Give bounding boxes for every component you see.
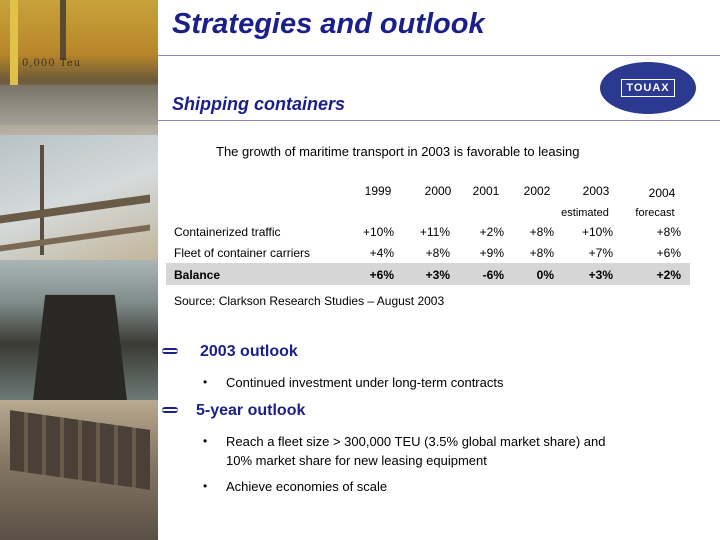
year-header: 2001 <box>472 184 500 198</box>
container-building-photo <box>0 135 158 260</box>
year-header: 2000 <box>424 184 452 198</box>
table-cell: +3% <box>588 268 613 282</box>
table-cell: +6% <box>656 246 681 260</box>
balance-row-band <box>166 263 690 285</box>
table-cell: +3% <box>425 268 450 282</box>
photo-caption: 0,000 Teu <box>22 58 82 69</box>
table-cell: +8% <box>656 225 681 239</box>
row-label-balance: Balance <box>174 268 221 282</box>
estimated-note: estimated <box>561 207 609 219</box>
table-cell: +9% <box>479 246 504 260</box>
river-barge-photo <box>0 260 158 402</box>
table-cell: +10% <box>581 225 613 239</box>
table-cell: +10% <box>362 225 394 239</box>
table-cell: +11% <box>419 225 450 239</box>
subtitle-divider <box>158 120 720 121</box>
logo-text: TOUAX <box>621 79 675 97</box>
title-divider <box>158 55 720 56</box>
table-cell: +2% <box>656 268 681 282</box>
source-note: Source: Clarkson Research Studies – Augu… <box>174 294 445 308</box>
table-cell: 0% <box>536 268 554 282</box>
container-port-photo: 0,000 Teu <box>0 0 158 135</box>
row-label-fleet: Fleet of container carriers <box>174 246 311 260</box>
bullet-point: Achieve economies of scale <box>226 479 388 494</box>
year-header: 1999 <box>364 184 392 198</box>
table-cell: -6% <box>482 268 504 282</box>
year-header: 2003 <box>582 184 610 198</box>
touax-logo: TOUAX <box>600 62 696 114</box>
table-cell: +7% <box>588 246 613 260</box>
photo-strip: 0,000 Teu <box>0 0 158 540</box>
bullet-point-continued: 10% market share for new leasing equipme… <box>226 453 487 468</box>
rail-wagons-photo <box>0 400 158 540</box>
section-bullet-icon <box>162 348 178 354</box>
table-cell: +2% <box>479 225 504 239</box>
bullet-dot-icon: • <box>203 434 208 448</box>
section-bullet-icon <box>162 407 178 413</box>
bullet-point: Continued investment under long-term con… <box>226 375 504 390</box>
bullet-point: Reach a fleet size > 300,000 TEU (3.5% g… <box>226 434 606 449</box>
intro-text: The growth of maritime transport in 2003… <box>216 144 580 159</box>
table-cell: +8% <box>425 246 450 260</box>
year-header: 2004 <box>648 186 676 200</box>
table-cell: +6% <box>369 268 394 282</box>
section-heading-2003: 2003 outlook <box>200 343 298 360</box>
table-cell: +8% <box>529 246 554 260</box>
page-title: Strategies and outlook <box>172 8 485 40</box>
year-header: 2002 <box>523 184 551 198</box>
bullet-dot-icon: • <box>203 375 208 389</box>
table-cell: +8% <box>529 225 554 239</box>
section-heading-5year: 5-year outlook <box>196 402 306 419</box>
forecast-note: forecast <box>635 207 675 219</box>
row-label-traffic: Containerized traffic <box>174 225 281 239</box>
table-cell: +4% <box>369 246 394 260</box>
bullet-dot-icon: • <box>203 479 208 493</box>
section-subtitle: Shipping containers <box>172 94 346 114</box>
